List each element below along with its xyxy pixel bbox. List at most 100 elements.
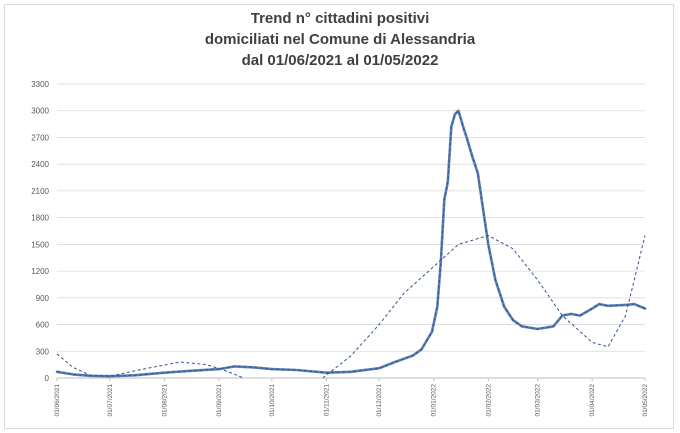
data-point — [444, 199, 445, 200]
y-tick-label: 900 — [36, 294, 50, 303]
x-tick-label: 01/06/2021 — [54, 384, 61, 417]
x-tick-label: 01/09/2021 — [216, 384, 223, 417]
data-point — [477, 172, 478, 173]
data-point — [512, 319, 513, 320]
data-point — [495, 279, 496, 280]
data-point — [90, 375, 91, 376]
data-point — [644, 235, 645, 236]
data-point — [607, 346, 608, 347]
data-point — [252, 367, 253, 368]
data-point — [350, 355, 351, 356]
data-point — [625, 304, 626, 305]
y-tick-label: 2400 — [31, 160, 49, 169]
x-tick-label: 01/03/2022 — [535, 384, 542, 417]
data-point — [458, 110, 459, 111]
data-point — [421, 349, 422, 350]
data-point — [504, 306, 505, 307]
data-point — [521, 326, 522, 327]
data-point — [56, 353, 57, 354]
data-point — [634, 303, 635, 304]
x-tick-label: 01/07/2021 — [107, 384, 114, 417]
data-point — [537, 279, 538, 280]
data-point — [437, 306, 438, 307]
data-point — [379, 368, 380, 369]
data-point — [394, 361, 395, 362]
x-tick-label: 01/08/2021 — [161, 384, 168, 417]
x-tick-label: 01/05/2022 — [642, 384, 649, 417]
data-point — [379, 324, 380, 325]
data-point — [472, 156, 473, 157]
data-point — [234, 366, 235, 367]
data-point — [537, 328, 538, 329]
chart-title-line-3: dal 01/06/2021 al 01/05/2022 — [241, 52, 439, 69]
data-point — [180, 361, 181, 362]
data-point — [512, 248, 513, 249]
data-point — [433, 266, 434, 267]
data-point — [243, 377, 244, 378]
data-point — [350, 371, 351, 372]
data-point — [403, 293, 404, 294]
data-point — [188, 370, 189, 371]
chart-title-line-1: Trend n° cittadini positivi — [250, 10, 430, 27]
y-tick-label: 2700 — [31, 133, 49, 142]
data-point — [322, 377, 323, 378]
trend-line-2 — [56, 353, 244, 379]
x-tick-label: 01/11/2021 — [323, 384, 330, 416]
y-tick-label: 3300 — [31, 80, 49, 89]
data-point — [440, 262, 441, 263]
x-tick-label: 01/04/2022 — [589, 384, 596, 417]
data-point — [562, 315, 563, 316]
trend-line-3 — [322, 235, 646, 379]
data-point — [109, 376, 110, 377]
data-point — [72, 374, 73, 375]
data-point — [431, 331, 432, 332]
x-tick-label: 01/02/2022 — [485, 384, 492, 417]
y-tick-label: 2100 — [31, 187, 49, 196]
y-tick-label: 3000 — [31, 107, 49, 116]
data-point — [454, 114, 455, 115]
data-point — [607, 305, 608, 306]
x-tick-label: 01/10/2021 — [269, 384, 276, 417]
data-point — [488, 235, 489, 236]
data-point — [56, 371, 57, 372]
data-point — [143, 368, 144, 369]
trend-line-1 — [56, 110, 646, 377]
data-point — [225, 370, 226, 371]
chart-title-line-2: domiciliati nel Comune di Alessandria — [204, 31, 476, 48]
y-tick-label: 1800 — [31, 214, 49, 223]
y-tick-label: 600 — [36, 321, 50, 330]
data-point — [579, 315, 580, 316]
data-point — [206, 364, 207, 365]
data-point — [412, 355, 413, 356]
data-point — [296, 369, 297, 370]
data-point — [458, 244, 459, 245]
y-tick-label: 1500 — [31, 240, 49, 249]
chart-title: Trend n° cittadini positivi domiciliati … — [0, 8, 680, 71]
data-point — [644, 308, 645, 309]
data-point — [599, 303, 600, 304]
data-point — [592, 308, 593, 309]
y-tick-label: 300 — [36, 347, 50, 356]
data-point — [553, 326, 554, 327]
data-point — [451, 126, 452, 127]
data-point — [488, 244, 489, 245]
x-tick-label: 01/12/2021 — [376, 384, 383, 417]
data-point — [625, 315, 626, 316]
data-point — [482, 208, 483, 209]
data-point — [134, 375, 135, 376]
data-point — [592, 342, 593, 343]
data-point — [447, 181, 448, 182]
y-tick-label: 0 — [45, 374, 50, 383]
data-point — [467, 139, 468, 140]
data-point — [326, 372, 327, 373]
data-point — [72, 367, 73, 368]
data-point — [463, 128, 464, 129]
x-tick-label: 01/01/2022 — [431, 384, 438, 417]
data-point — [271, 368, 272, 369]
series-line-0 — [55, 109, 647, 378]
data-point — [164, 372, 165, 373]
y-tick-label: 1200 — [31, 267, 49, 276]
chart-frame — [4, 4, 674, 429]
data-point — [570, 313, 571, 314]
